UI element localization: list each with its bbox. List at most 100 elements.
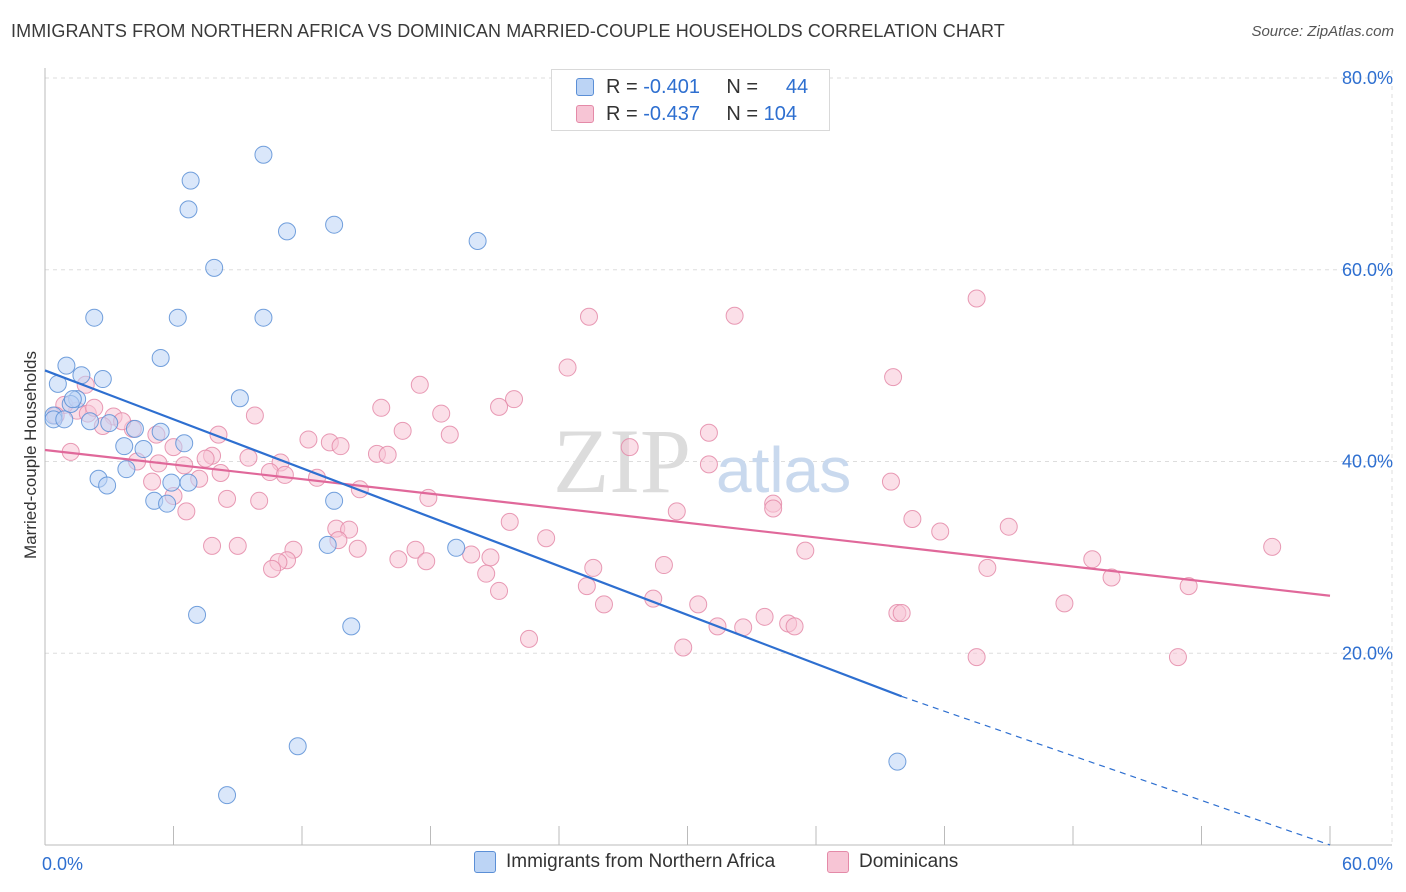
data-point-dominicans xyxy=(245,406,264,425)
legend-r-value: -0.437 xyxy=(643,102,700,125)
data-point-dominicans xyxy=(462,545,481,564)
data-point-immigrants xyxy=(230,389,249,408)
data-point-immigrants xyxy=(57,356,76,375)
legend-swatch-pink xyxy=(827,851,849,873)
watermark-zip: ZIP xyxy=(553,410,691,512)
data-point-dominicans xyxy=(1263,537,1282,556)
data-point-immigrants xyxy=(115,437,134,456)
data-point-dominicans xyxy=(978,558,997,577)
data-point-immigrants xyxy=(175,434,194,453)
trend-line-immigrants-extension xyxy=(901,695,1331,846)
legend-r-label: R = xyxy=(606,75,638,98)
data-point-dominicans xyxy=(725,306,744,325)
data-point-dominicans xyxy=(931,522,950,541)
data-point-dominicans xyxy=(1179,577,1198,596)
y-tick-label: 40.0% xyxy=(1342,452,1393,472)
data-point-immigrants xyxy=(205,258,224,277)
data-point-dominicans xyxy=(490,581,509,600)
data-point-dominicans xyxy=(432,404,451,423)
data-point-immigrants xyxy=(468,231,487,250)
legend-swatch-blue xyxy=(474,851,496,873)
data-point-immigrants xyxy=(168,308,187,327)
data-point-dominicans xyxy=(406,540,425,559)
data-point-dominicans xyxy=(177,502,196,521)
trend-lines xyxy=(44,369,1331,846)
data-point-dominicans xyxy=(785,617,804,636)
x-tick-label: 60.0% xyxy=(1342,854,1393,874)
data-point-immigrants xyxy=(188,605,207,624)
data-point-dominicans xyxy=(584,558,603,577)
data-point-dominicans xyxy=(764,499,783,518)
legend-item-immigrants: Immigrants from Northern Africa xyxy=(474,851,775,873)
data-point-dominicans xyxy=(372,398,391,417)
data-point-dominicans xyxy=(967,648,986,667)
data-point-immigrants xyxy=(325,491,344,510)
data-point-immigrants xyxy=(179,200,198,219)
data-point-immigrants xyxy=(125,419,144,438)
data-point-dominicans xyxy=(884,368,903,387)
legend-n-value: 44 xyxy=(785,75,809,98)
data-point-dominicans xyxy=(796,541,815,560)
data-point-dominicans xyxy=(393,421,412,440)
data-point-immigrants xyxy=(98,476,117,495)
y-tick-labels: 20.0% 40.0% 60.0% 80.0% xyxy=(1342,68,1393,663)
data-point-dominicans xyxy=(1102,568,1121,587)
watermark: ZIP atlas xyxy=(553,410,851,512)
data-point-dominicans xyxy=(755,607,774,626)
data-point-dominicans xyxy=(196,449,215,468)
legend-swatch-pink xyxy=(576,105,594,123)
data-point-dominicans xyxy=(892,603,911,622)
legend-n-label: N = xyxy=(726,75,759,98)
data-point-dominicans xyxy=(143,472,162,491)
data-point-dominicans xyxy=(250,491,269,510)
y-axis-label: Married-couple Households xyxy=(21,351,40,559)
data-point-immigrants xyxy=(158,494,177,513)
data-point-immigrants xyxy=(179,473,198,492)
data-point-immigrants xyxy=(288,737,307,756)
data-point-dominicans xyxy=(967,289,986,308)
data-point-dominicans xyxy=(440,425,459,444)
data-point-immigrants xyxy=(93,370,112,389)
data-point-immigrants xyxy=(342,617,361,636)
legend-n-label: N = xyxy=(726,102,759,125)
data-point-dominicans xyxy=(378,445,397,464)
legend-row-blue: R = -0.401 N = 44 xyxy=(576,74,808,100)
data-point-dominicans xyxy=(340,520,359,539)
data-point-dominicans xyxy=(903,510,922,529)
data-point-dominicans xyxy=(203,536,222,555)
data-point-immigrants xyxy=(162,473,181,492)
data-point-immigrants xyxy=(254,308,273,327)
data-point-immigrants xyxy=(63,390,82,409)
data-point-dominicans xyxy=(699,455,718,474)
data-point-dominicans xyxy=(881,472,900,491)
data-point-immigrants xyxy=(447,538,466,557)
data-point-immigrants xyxy=(100,414,119,433)
legend-label-immigrants: Immigrants from Northern Africa xyxy=(506,851,776,872)
data-point-immigrants xyxy=(55,410,74,429)
data-point-dominicans xyxy=(620,438,639,457)
data-point-immigrants xyxy=(117,460,136,479)
y-tick-label: 20.0% xyxy=(1342,643,1393,663)
data-point-dominicans xyxy=(490,397,509,416)
y-tick-label: 80.0% xyxy=(1342,68,1393,88)
data-point-dominicans xyxy=(699,423,718,442)
trend-line-immigrants xyxy=(44,369,903,698)
data-point-dominicans xyxy=(1168,648,1187,667)
data-point-dominicans xyxy=(260,463,279,482)
legend-row-pink: R = -0.437 N = 104 xyxy=(576,101,797,127)
data-point-dominicans xyxy=(1083,550,1102,569)
data-point-dominicans xyxy=(417,552,436,571)
data-point-dominicans xyxy=(500,512,519,531)
data-point-immigrants xyxy=(85,308,104,327)
data-point-immigrants xyxy=(181,171,200,190)
data-point-dominicans xyxy=(689,595,708,614)
data-point-immigrants xyxy=(888,752,907,771)
data-point-immigrants xyxy=(318,535,337,554)
data-point-dominicans xyxy=(999,517,1018,536)
watermark-atlas: atlas xyxy=(716,434,851,506)
x-tick-label: 0.0% xyxy=(42,854,83,874)
legend-label-dominicans: Dominicans xyxy=(859,851,959,872)
data-point-dominicans xyxy=(410,375,429,394)
data-point-dominicans xyxy=(239,448,258,467)
